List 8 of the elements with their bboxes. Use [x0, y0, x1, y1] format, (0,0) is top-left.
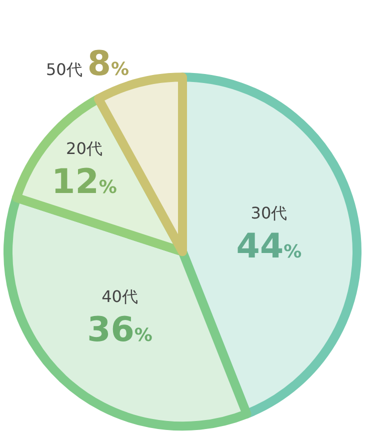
data-label: 44% — [236, 226, 302, 267]
data-label: 36% — [87, 310, 152, 350]
slice-label: 50代 — [46, 60, 82, 79]
slice-label: 30代 — [250, 204, 288, 223]
slice-label: 20代 — [66, 138, 102, 158]
data-label: 12% — [52, 162, 117, 202]
data-label: 8% — [87, 44, 130, 84]
slice-label: 40代 — [102, 286, 138, 306]
